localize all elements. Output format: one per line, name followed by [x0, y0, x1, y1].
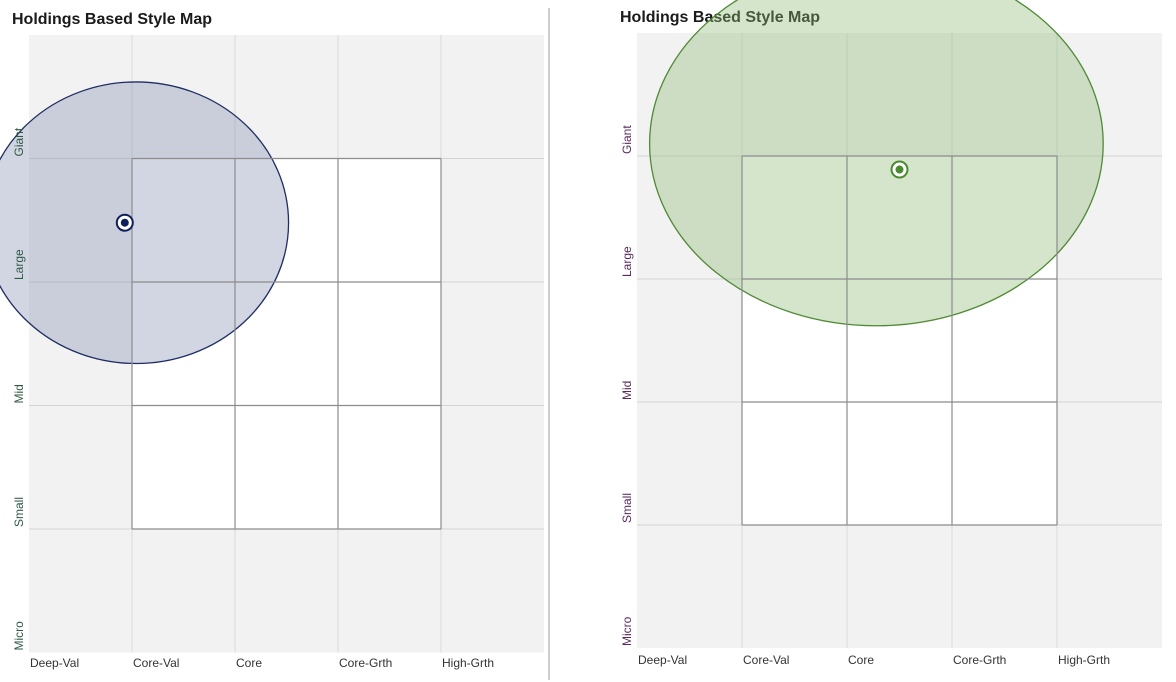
style-box-grid	[741, 155, 1058, 526]
holdings-ellipse	[649, 0, 1104, 327]
y-tick-label: Large	[620, 246, 634, 277]
y-tick-label: Giant	[620, 125, 634, 154]
style-map-chart-left: Deep-Val Core-Val Core Core-Grth High-Grth Mi…	[0, 35, 544, 670]
style-box-background	[132, 158, 441, 529]
x-tick-label: Core-Grth	[953, 653, 1006, 667]
centroid-point	[120, 218, 129, 227]
style-box-background	[742, 156, 1057, 525]
panel-divider	[548, 8, 550, 680]
x-tick-label: Core-Val	[133, 656, 179, 670]
style-map-panel-right: Holdings Based Style Map Deep-Val Core-Va…	[551, 0, 1176, 682]
x-tick-label: Core	[236, 656, 262, 670]
style-map-chart-right: Deep-Val Core-Val Core Core-Grth High-Grth Mi…	[620, 0, 1162, 667]
y-tick-label: Giant	[12, 127, 26, 156]
style-map-panel-left: Holdings Based Style Map Deep-Val Core-Va…	[0, 0, 548, 682]
chart-title: Holdings Based Style Map	[12, 11, 213, 28]
style-box-grid	[131, 157, 442, 530]
x-tick-label: High-Grth	[442, 656, 494, 670]
y-tick-label: Small	[12, 497, 26, 527]
chart-title: Holdings Based Style Map	[620, 9, 821, 26]
y-tick-label: Micro	[620, 616, 634, 646]
y-tick-label: Micro	[12, 621, 26, 651]
y-tick-label: Small	[620, 493, 634, 523]
x-tick-label: Core	[848, 653, 874, 667]
centroid-point	[895, 165, 904, 174]
x-tick-label: High-Grth	[1058, 653, 1110, 667]
y-tick-label: Large	[12, 249, 26, 280]
x-tick-label: Core-Val	[743, 653, 789, 667]
x-tick-label: Core-Grth	[339, 656, 392, 670]
holdings-ellipse	[0, 81, 290, 365]
y-tick-label: Mid	[620, 381, 634, 400]
x-tick-label: Deep-Val	[638, 653, 687, 667]
x-tick-label: Deep-Val	[30, 656, 79, 670]
y-tick-label: Mid	[12, 384, 26, 403]
